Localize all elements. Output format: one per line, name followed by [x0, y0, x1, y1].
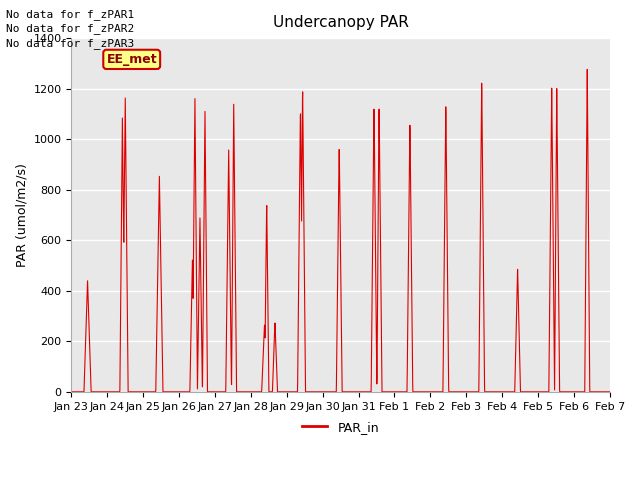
- Text: EE_met: EE_met: [106, 53, 157, 66]
- Text: No data for f_zPAR2: No data for f_zPAR2: [6, 23, 134, 34]
- Y-axis label: PAR (umol/m2/s): PAR (umol/m2/s): [15, 163, 28, 267]
- Text: No data for f_zPAR3: No data for f_zPAR3: [6, 37, 134, 48]
- Text: No data for f_zPAR1: No data for f_zPAR1: [6, 9, 134, 20]
- Legend: PAR_in: PAR_in: [298, 416, 384, 439]
- Title: Undercanopy PAR: Undercanopy PAR: [273, 15, 408, 30]
